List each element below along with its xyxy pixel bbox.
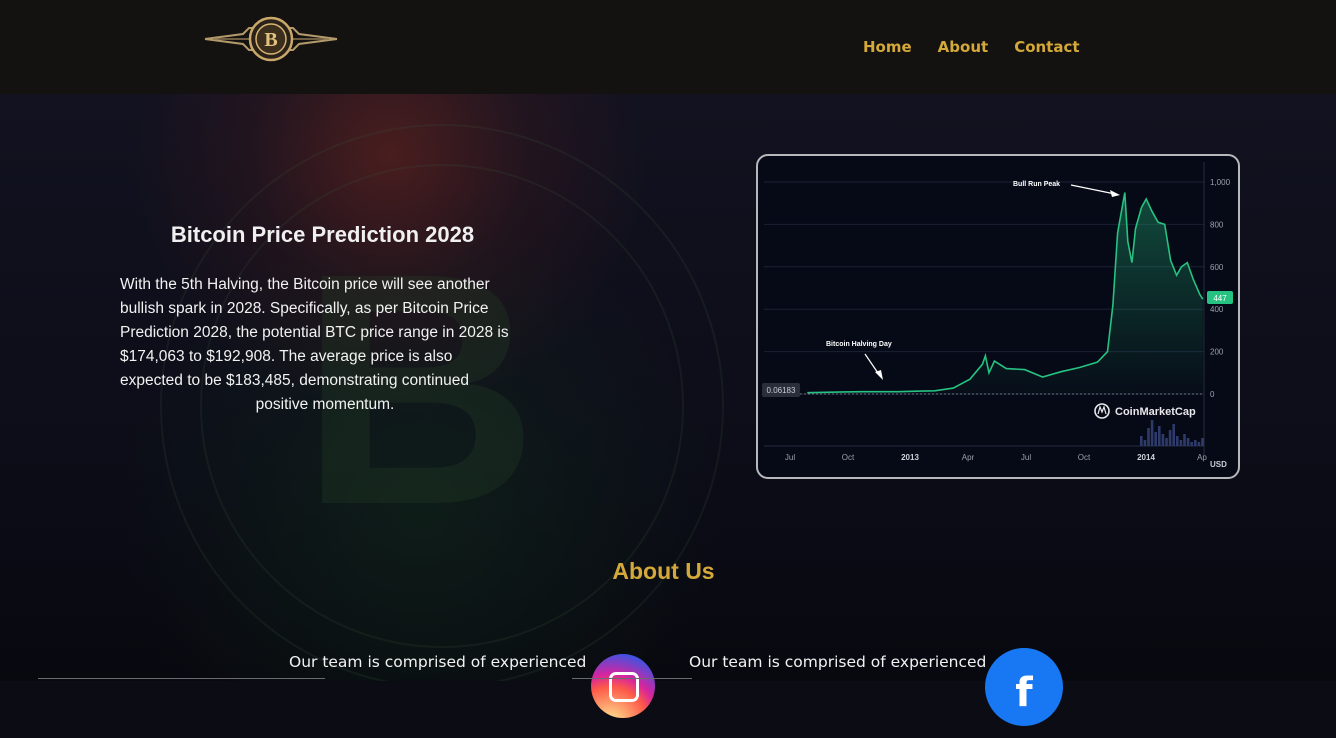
volume-bar <box>1186 438 1190 446</box>
volume-bar <box>1165 438 1168 446</box>
hero-paragraph: With the 5th Halving, the Bitcoin price … <box>120 273 530 417</box>
volume-bar <box>1194 440 1197 446</box>
volume-bar <box>1179 440 1183 446</box>
x-tick-label: Apr <box>962 453 975 462</box>
hero-line: expected to be $183,485, demonstrating c… <box>120 372 470 389</box>
bitcoin-watermark-icon: B <box>300 204 539 573</box>
y-tick-label: 0 <box>1210 390 1215 399</box>
annotation-arrowhead <box>1110 190 1120 197</box>
volume-bar <box>1143 440 1147 446</box>
x-tick-label: Jul <box>785 453 795 462</box>
background-ring-outer <box>160 124 724 681</box>
background-ring-inner <box>200 164 684 648</box>
coinmarketcap-label: CoinMarketCap <box>1115 406 1196 418</box>
x-tick-label: 2013 <box>901 453 919 462</box>
hero-title: Bitcoin Price Prediction 2028 <box>170 222 475 247</box>
current-price-tag-bg <box>1207 291 1233 304</box>
facebook-icon[interactable]: f <box>985 648 1063 726</box>
currency-label: USD <box>1210 460 1227 469</box>
x-tick-label: Oct <box>1078 453 1091 462</box>
y-tick-label: 200 <box>1210 348 1224 357</box>
y-tick-label: 400 <box>1210 305 1224 314</box>
instagram-icon[interactable] <box>591 654 655 718</box>
x-tick-label: Oct <box>842 453 855 462</box>
price-area <box>807 192 1203 394</box>
volume-bar <box>1161 434 1165 446</box>
annotation-arrowhead <box>875 370 883 380</box>
volume-bar <box>1158 426 1161 446</box>
about-title: About Us <box>612 558 715 584</box>
volume-bar <box>1183 434 1186 446</box>
hero-line: With the 5th Halving, the Bitcoin price … <box>120 276 490 293</box>
annotation-halving-day: Bitcoin Halving Day <box>826 341 892 348</box>
logo-graphic: B <box>204 16 338 62</box>
hero-line: $174,063 to $192,908. The average price … <box>120 348 453 365</box>
main-nav: Home About Contact <box>863 38 1080 56</box>
hero-line: Prediction 2028, the potential BTC price… <box>120 324 509 341</box>
volume-bar <box>1201 438 1204 446</box>
volume-bar <box>1154 432 1157 446</box>
nav-home-link[interactable]: Home <box>863 38 912 56</box>
volume-bar <box>1176 436 1179 446</box>
site-header: B Home About Contact <box>0 0 1336 94</box>
volume-bar <box>1190 442 1193 446</box>
y-tick-label: 800 <box>1210 220 1224 229</box>
y-tick-label: 1,000 <box>1210 178 1231 187</box>
volume-bar <box>1140 436 1143 446</box>
start-price-tag-bg <box>762 383 800 397</box>
volume-bar <box>1172 424 1175 446</box>
hero-line: positive momentum. <box>255 396 395 413</box>
coinmarketcap-watermark: CoinMarketCap <box>1094 403 1196 419</box>
divider <box>572 678 692 679</box>
bitcoin-emblem-logo[interactable]: B <box>203 16 339 62</box>
current-price-tag: 447 <box>1213 294 1227 303</box>
y-tick-label: 600 <box>1210 263 1224 272</box>
logo-letter: B <box>264 29 277 51</box>
team-text: Our team is comprised of experienced <box>689 653 987 671</box>
volume-bar <box>1197 442 1201 446</box>
x-tick-label: 2014 <box>1137 453 1155 462</box>
start-price-tag: 0.06183 <box>767 386 796 395</box>
volume-bar <box>1168 430 1172 446</box>
hero-line: bullish spark in 2028. Specifically, as … <box>120 300 489 317</box>
divider <box>38 678 325 679</box>
price-chart-card: 0 200 400 600 800 1,000 Jul Oct 2013 Apr Jul Oct 201… <box>756 154 1240 479</box>
price-chart: 0 200 400 600 800 1,000 Jul Oct 2013 Apr Jul Oct 201… <box>762 162 1233 469</box>
team-text: Our team is comprised of experienced <box>289 653 587 671</box>
x-tick-label: Ap <box>1197 453 1207 462</box>
nav-about-link[interactable]: About <box>937 38 989 56</box>
volume-bar <box>1147 428 1150 446</box>
volume-bar <box>1150 420 1154 446</box>
nav-contact-link[interactable]: Contact <box>1014 38 1080 56</box>
coinmarketcap-icon <box>1094 403 1110 419</box>
annotation-bull-run-peak: Bull Run Peak <box>1013 181 1060 188</box>
x-tick-label: Jul <box>1021 453 1031 462</box>
annotation-arrow <box>1070 184 1116 195</box>
price-line <box>807 192 1204 394</box>
